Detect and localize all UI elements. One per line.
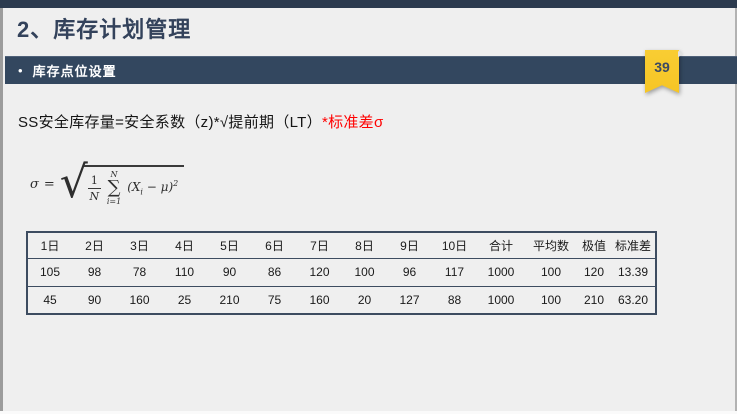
top-accent-strip <box>0 0 737 8</box>
table-header-cell: 1日 <box>40 238 60 253</box>
math-sigma: σ <box>30 177 39 192</box>
sum-lower-limit: i=1 <box>106 197 122 206</box>
radical-content: 1 N N ∑ i=1 (Xi − μ)2 <box>83 165 185 206</box>
table-head: 1日 2日 3日 4日 5日 6日 7日 8日 9日 10日 合计 平均数 极值 标准差 <box>27 232 656 258</box>
safety-stock-formula-text: SS安全库存量=安全系数（z)*√提前期（LT）*标准差σ <box>18 112 384 133</box>
table-cell: 75 <box>267 292 282 307</box>
table-cell: 1000 <box>487 265 515 279</box>
section-title: 库存点位设置 <box>32 64 117 79</box>
table-header-cell: 极值 <box>581 238 606 253</box>
term-subscript: i <box>140 187 143 197</box>
formula-highlight-text: *标准差σ <box>321 114 384 131</box>
radical-sign-icon: √ <box>59 157 88 208</box>
term-exponent: 2 <box>173 179 179 189</box>
math-radical: √ 1 N N ∑ i=1 (Xi − μ)2 <box>59 157 185 208</box>
math-summation: N ∑ i=1 <box>107 170 121 206</box>
page-number: 39 <box>654 59 670 75</box>
table-cell: 100 <box>540 265 562 279</box>
table-header-cell: 2日 <box>85 238 104 253</box>
table-header-cell: 8日 <box>355 238 374 253</box>
formula-main-text: SS安全库存量=安全系数（z)*√提前期（LT） <box>18 114 322 131</box>
table-cell: 45 <box>43 292 57 307</box>
table-cell: 120 <box>309 265 330 279</box>
table-cell: 13.39 <box>617 265 649 279</box>
table-cell: 100 <box>540 292 562 307</box>
table-cell: 117 <box>444 265 465 279</box>
daily-demand-table: 1日 2日 3日 4日 5日 6日 7日 8日 9日 10日 合计 平均数 极值 标准差 105 98 78 1… <box>26 231 657 315</box>
right-edge-border <box>735 8 737 411</box>
table-cell: 63.20 <box>617 292 649 307</box>
table-header-cell: 10日 <box>441 238 468 253</box>
table-cell: 25 <box>177 292 192 307</box>
table-cell: 110 <box>174 265 195 279</box>
sum-upper-limit: N <box>110 170 118 179</box>
table-cell: 86 <box>267 265 282 279</box>
table-header-cell: 3日 <box>130 238 149 253</box>
table-header-row: 1日 2日 3日 4日 5日 6日 7日 8日 9日 10日 合计 平均数 极值 标准差 <box>27 232 656 258</box>
table-cell: 100 <box>354 265 375 279</box>
table-header-cell: 9日 <box>400 238 419 253</box>
table-header-cell: 5日 <box>220 238 239 253</box>
table-body: 105 98 78 110 90 86 120 100 96 117 1000 100 120 13.39… <box>27 258 656 314</box>
table-cell: 20 <box>357 292 372 307</box>
table-header-cell: 平均数 <box>532 238 569 253</box>
table-header-cell: 合计 <box>488 238 513 253</box>
table-row: 105 98 78 110 90 86 120 100 96 117 1000 100 120 13.39 <box>27 258 656 286</box>
table-cell: 98 <box>87 265 102 279</box>
page-number-ribbon: 39 <box>645 50 679 93</box>
math-term: (Xi − μ)2 <box>127 179 179 197</box>
table-header-cell: 7日 <box>310 238 329 253</box>
left-edge-border <box>0 8 3 411</box>
table-header-cell: 6日 <box>265 238 284 253</box>
table-cell: 210 <box>219 292 240 307</box>
table-cell: 160 <box>129 292 150 307</box>
table-cell: 160 <box>309 292 330 307</box>
bullet-icon: • <box>18 63 24 78</box>
table-cell: 105 <box>39 265 61 279</box>
std-deviation-equation: σ = √ 1 N N ∑ i=1 (Xi − μ)2 <box>30 157 185 208</box>
table-header-cell: 标准差 <box>614 238 651 253</box>
math-equals: = <box>43 177 55 192</box>
table-row: 45 90 160 25 210 75 160 20 127 88 1000 100 210 63.20 <box>27 286 656 314</box>
fraction-denominator: N <box>89 189 100 203</box>
section-header-bar: • 库存点位设置 <box>5 56 737 84</box>
table-cell: 127 <box>399 292 420 307</box>
table-cell: 88 <box>447 292 462 307</box>
sum-symbol-icon: ∑ <box>107 177 121 198</box>
bookmark-ribbon-icon: 39 <box>645 50 679 93</box>
table-cell: 78 <box>132 265 147 279</box>
table-header-cell: 4日 <box>175 238 194 253</box>
table-cell: 90 <box>87 292 102 307</box>
table-cell: 210 <box>583 292 605 307</box>
math-fraction: 1 N <box>87 174 101 203</box>
table-cell: 90 <box>222 265 237 279</box>
page-title: 2、库存计划管理 <box>17 17 192 42</box>
bottom-edge-border <box>0 411 737 414</box>
ribbon-fold-icon <box>678 51 684 57</box>
table-cell: 120 <box>583 265 605 279</box>
table-cell: 96 <box>402 265 417 279</box>
table-cell: 1000 <box>487 292 515 307</box>
fraction-numerator: 1 <box>87 174 101 189</box>
